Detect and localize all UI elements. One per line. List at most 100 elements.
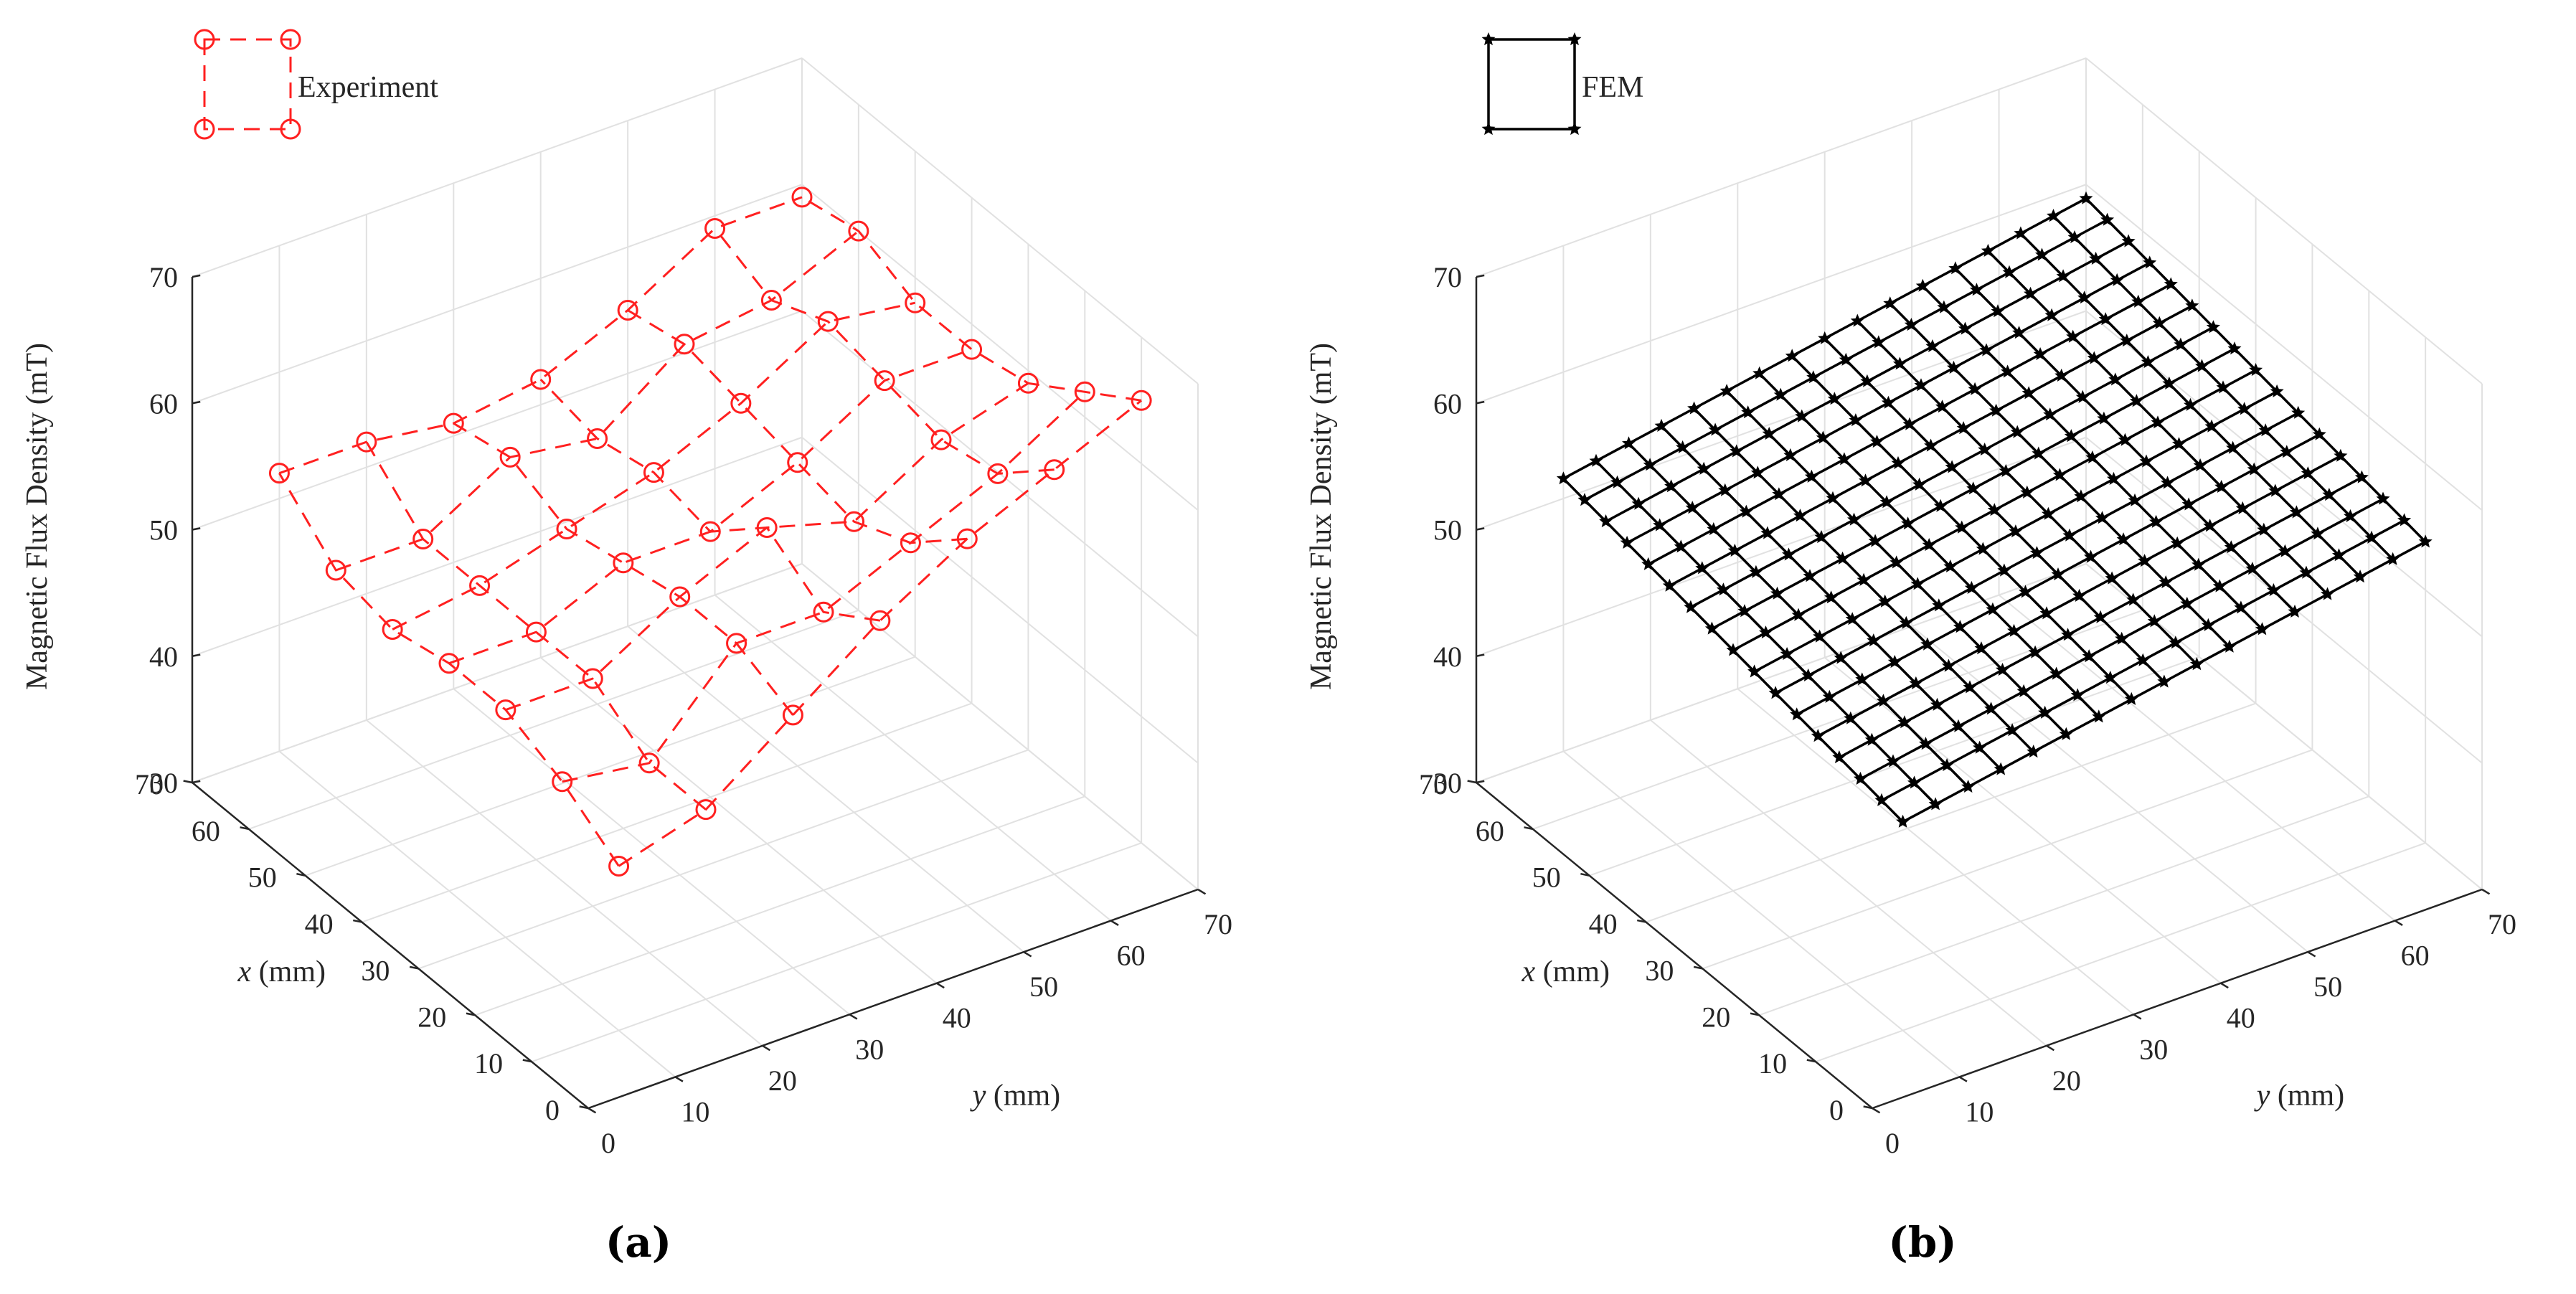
data-point	[1901, 516, 1915, 530]
data-point	[1891, 455, 1905, 469]
y-tick-label: 30	[2139, 1033, 2168, 1065]
data-point	[552, 771, 573, 793]
data-point	[2108, 372, 2123, 386]
data-point	[1892, 356, 1907, 370]
data-point	[961, 339, 983, 360]
series-line	[335, 230, 859, 572]
data-point	[2280, 445, 2294, 458]
series-line	[801, 196, 1142, 402]
y-tick-label: 50	[2313, 970, 2342, 1003]
data-point	[2059, 727, 2073, 740]
data-point	[2226, 440, 2240, 454]
floor-grid-line	[305, 656, 916, 877]
data-point	[1785, 349, 1799, 362]
data-point	[874, 370, 895, 392]
data-point	[2147, 614, 2161, 628]
data-point	[1762, 427, 1776, 440]
data-point	[2255, 622, 2269, 636]
data-point	[1924, 438, 1938, 452]
x-tick-mark	[1580, 872, 1590, 877]
wall-grid-line	[192, 57, 803, 278]
data-point	[1695, 561, 1709, 575]
data-point	[1909, 676, 1923, 689]
x-tick-mark	[1637, 919, 1646, 923]
z-axis-label: Magnetic Flux Density (mT)	[1305, 343, 1338, 690]
data-point	[1017, 372, 1039, 394]
data-point	[2051, 567, 2065, 581]
data-point	[1948, 261, 1963, 275]
data-point	[2002, 265, 2016, 278]
data-point	[2151, 415, 2165, 429]
data-point	[2138, 554, 2152, 567]
data-point	[1915, 278, 1930, 292]
data-point	[1844, 711, 1858, 724]
y-axis-label-unit: (mm)	[2270, 1080, 2344, 1113]
data-point	[1874, 793, 1889, 806]
floor-grid-line	[1758, 795, 2369, 1016]
data-point	[2097, 411, 2111, 425]
data-point	[1730, 444, 1744, 458]
data-point	[2012, 326, 2027, 339]
data-point	[2344, 509, 2357, 522]
data-point	[730, 392, 752, 414]
data-point	[1759, 625, 1773, 639]
legend-label: FEM	[1582, 71, 1643, 104]
wall-grid-line	[801, 57, 1199, 384]
data-point	[2212, 579, 2227, 592]
data-point	[1887, 655, 1902, 669]
data-point	[1664, 479, 1679, 493]
panel-a: 0102030405060700102030405060703040506070…	[21, 29, 1232, 1267]
y-tick-mark	[588, 1107, 597, 1114]
x-axis-label-var: x	[1521, 955, 1536, 988]
data-point	[2235, 501, 2250, 514]
data-point	[2024, 286, 2037, 300]
data-point	[469, 575, 491, 596]
floor-grid-line	[453, 688, 850, 1016]
data-point	[1976, 542, 1990, 555]
series-line	[448, 348, 973, 665]
y-tick-label: 70	[1204, 908, 1232, 940]
x-tick-mark	[1806, 1059, 1816, 1063]
data-point	[2334, 448, 2348, 462]
data-point	[1889, 555, 1904, 569]
data-point	[2247, 462, 2261, 476]
data-point	[2056, 269, 2070, 283]
data-point	[2074, 489, 2088, 503]
data-point	[2214, 480, 2229, 493]
data-point	[2062, 528, 2077, 542]
data-point	[1620, 535, 1634, 549]
data-point	[2354, 470, 2369, 483]
data-point	[2159, 575, 2173, 589]
data-point	[1956, 421, 1971, 435]
data-point	[2184, 397, 2197, 411]
data-point	[2237, 402, 2252, 415]
data-point	[1770, 586, 1784, 600]
x-tick-label: 70	[1419, 768, 1448, 801]
data-point	[2014, 226, 2028, 240]
data-point	[2066, 329, 2080, 343]
data-point	[1684, 600, 1698, 613]
data-point	[1896, 814, 1910, 828]
data-point	[1963, 680, 1977, 694]
x-tick-mark	[240, 826, 250, 831]
data-point	[2234, 600, 2248, 614]
data-point	[2139, 454, 2153, 468]
x-tick-label: 0	[1829, 1094, 1844, 1126]
data-point	[1955, 520, 1969, 534]
x-tick-mark	[1693, 965, 1703, 970]
data-point	[2126, 592, 2141, 606]
data-point	[1951, 719, 1966, 732]
data-point	[194, 29, 215, 50]
x-tick-label: 50	[1532, 861, 1561, 894]
data-point	[2245, 562, 2260, 575]
data-point	[2397, 513, 2412, 526]
data-point	[1044, 459, 1065, 481]
data-point	[2103, 671, 2118, 684]
data-point	[844, 511, 865, 532]
z-tick-mark	[1476, 653, 1485, 657]
data-point	[2118, 433, 2132, 446]
data-point	[2131, 294, 2146, 308]
data-point	[1791, 608, 1806, 621]
data-point	[1814, 530, 1829, 544]
data-point	[1856, 572, 1871, 586]
